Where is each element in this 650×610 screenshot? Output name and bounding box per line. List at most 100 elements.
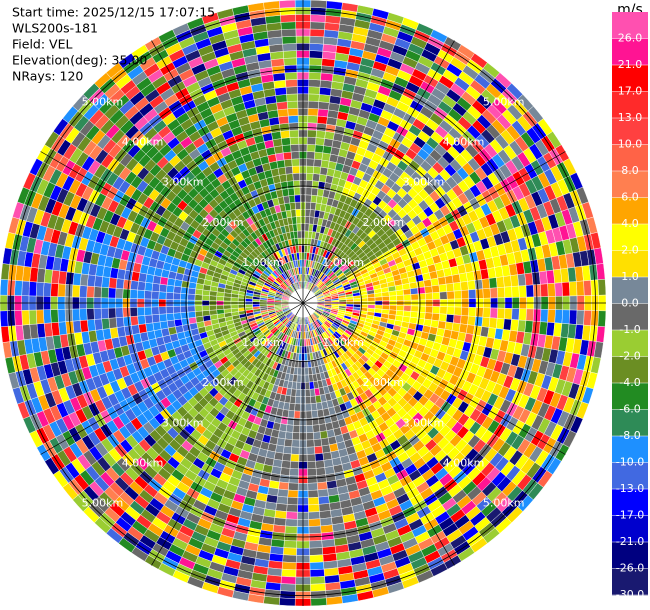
velocity-cell [297, 230, 302, 239]
velocity-cell [130, 280, 139, 291]
velocity-cell [277, 108, 289, 118]
colorbar-label: -26.0 [616, 562, 644, 575]
velocity-cell [308, 504, 320, 513]
velocity-cell [511, 285, 520, 298]
velocity-cell [295, 381, 302, 390]
velocity-cell [259, 303, 268, 307]
velocity-cell [461, 289, 470, 300]
velocity-cell [279, 0, 296, 9]
velocity-cell [306, 453, 316, 462]
velocity-cell [345, 298, 354, 303]
velocity-cell [282, 554, 297, 563]
velocity-cell [50, 309, 59, 324]
velocity-cell [308, 93, 320, 102]
velocity-cell [285, 518, 298, 527]
velocity-cell [409, 281, 418, 290]
velocity-cell [561, 281, 571, 297]
velocity-cell [307, 115, 318, 124]
velocity-cell [28, 281, 38, 297]
velocity-cell [402, 288, 412, 296]
velocity-cell [286, 93, 298, 102]
velocity-cell [489, 287, 498, 299]
velocity-cell [305, 417, 313, 426]
velocity-cell [307, 468, 317, 477]
velocity-cell [304, 353, 308, 361]
velocity-cell [525, 308, 534, 322]
velocity-cell [424, 312, 433, 321]
velocity-cell [524, 320, 534, 334]
velocity-cell [444, 321, 454, 331]
velocity-cell [165, 306, 174, 314]
velocity-cell [540, 283, 549, 297]
velocity-cell [151, 314, 161, 323]
velocity-cell [151, 290, 160, 300]
velocity-cell [187, 305, 196, 313]
velocity-cell [554, 309, 563, 324]
velocity-cell [287, 108, 299, 117]
velocity-cell [100, 307, 110, 320]
velocity-cell [273, 145, 284, 155]
velocity-cell [312, 424, 321, 433]
velocity-cell [283, 151, 292, 161]
velocity-cell [467, 315, 476, 326]
velocity-cell [307, 489, 319, 498]
velocity-cell [288, 482, 299, 491]
velocity-cell [136, 306, 145, 317]
velocity-cell [504, 286, 513, 298]
velocity-cell [310, 402, 318, 412]
velocity-cell [151, 283, 161, 292]
velocity-cell [310, 583, 326, 592]
velocity-cell [14, 280, 23, 296]
velocity-cell [439, 291, 448, 300]
velocity-cell [276, 101, 288, 111]
velocity-cell [137, 281, 146, 291]
velocity-cell [108, 287, 117, 299]
velocity-cell [381, 291, 390, 297]
velocity-cell [21, 309, 30, 326]
velocity-cell [439, 306, 448, 315]
velocity-cell [285, 79, 298, 88]
velocity-cell [417, 286, 426, 295]
velocity-cell [320, 437, 330, 447]
velocity-cell [273, 517, 287, 527]
velocity-cell [308, 72, 322, 81]
range-ring-label: 2.00km [362, 216, 404, 229]
velocity-cell [474, 316, 484, 327]
velocity-cell [152, 321, 162, 331]
velocity-cell [223, 304, 232, 310]
velocity-cell [312, 431, 322, 440]
velocity-cell [285, 86, 298, 95]
colorbar-label: 6.0 [621, 191, 639, 204]
velocity-cell [309, 568, 325, 578]
info-line: Start time: 2025/12/15 17:07:15 [12, 5, 215, 20]
velocity-cell [295, 389, 301, 397]
velocity-cell [309, 540, 323, 549]
velocity-cell [290, 446, 300, 455]
colorbar-label: -13.0 [616, 482, 644, 495]
velocity-cell [396, 294, 405, 301]
velocity-cell [280, 130, 291, 139]
velocity-cell [283, 540, 297, 549]
velocity-cell [576, 280, 585, 297]
velocity-cell [278, 115, 290, 125]
velocity-cell [122, 316, 132, 327]
velocity-cell [596, 263, 606, 281]
velocity-cell [318, 94, 331, 103]
velocity-cell [321, 444, 331, 454]
velocity-cell [122, 307, 131, 318]
range-ring-label: 3.00km [403, 416, 445, 429]
velocity-cell [309, 35, 325, 45]
range-ring-label: 2.00km [362, 376, 404, 389]
velocity-cell [305, 396, 312, 405]
velocity-cell [597, 279, 607, 296]
range-ring-label: 2.00km [202, 216, 244, 229]
velocity-cell [389, 305, 397, 311]
velocity-cell [308, 525, 322, 534]
range-ring-label: 1.00km [322, 336, 364, 349]
velocity-cell [281, 561, 297, 571]
velocity-cell [79, 319, 89, 333]
velocity-cell [292, 172, 300, 181]
velocity-cell [310, 0, 327, 9]
velocity-cell [503, 275, 512, 288]
velocity-cell [293, 410, 301, 419]
